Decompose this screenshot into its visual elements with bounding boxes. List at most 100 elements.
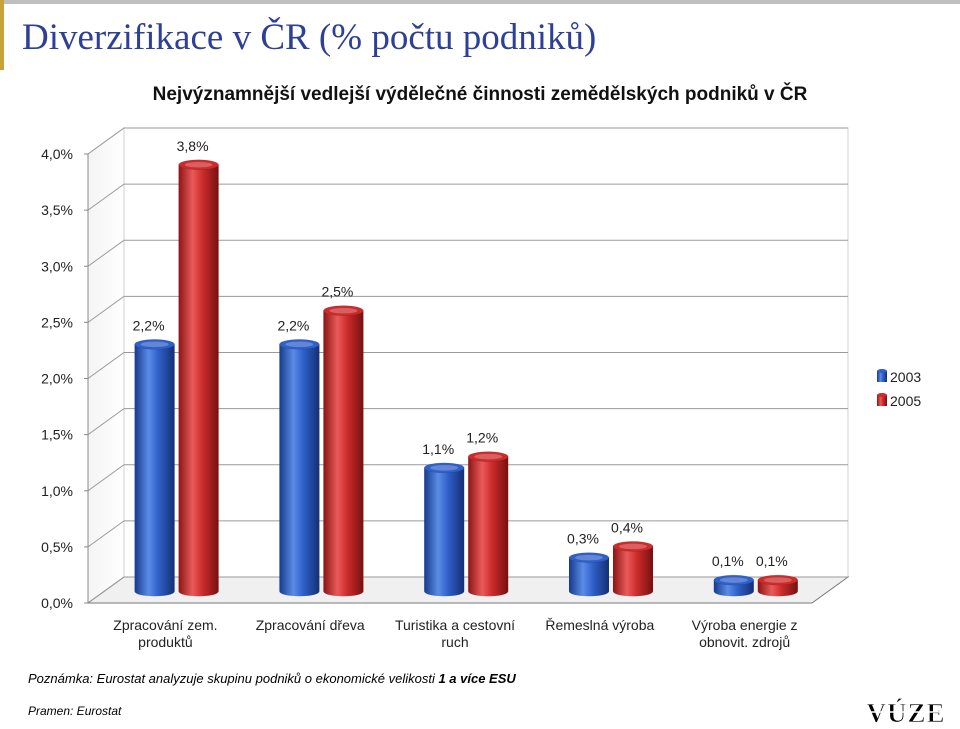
source-note: Pramen: Eurostat [28, 704, 122, 718]
bar-body [323, 310, 364, 597]
bar-body [468, 456, 509, 597]
bar-top [612, 541, 654, 552]
bar [568, 552, 610, 597]
bar-top-highlight [619, 543, 647, 550]
data-label: 1,2% [466, 430, 498, 446]
data-label: 0,1% [756, 553, 788, 569]
data-labels: 2,2% 2,2% 1,1% 0,3% 0,1% 3,8% 2,5% 1,2% 0,4% 0,1% [133, 138, 788, 569]
bar [612, 541, 654, 597]
bar [134, 339, 175, 597]
bar [467, 451, 509, 597]
category-label: Výroba energie z obnovit. zdrojů [692, 617, 798, 650]
data-label: 0,3% [567, 531, 599, 547]
legend-label: 2005 [890, 393, 921, 409]
slide-title: Diverzifikace v ČR (% počtu podniků) [22, 17, 597, 58]
bar-body [569, 557, 609, 597]
y-tick-label: 2,0% [41, 371, 73, 387]
bar-top-highlight [575, 554, 603, 561]
bar [279, 339, 320, 597]
category-label-line: Řemeslná výroba [545, 617, 654, 633]
bar-body [279, 344, 320, 597]
y-tick-label: 3,0% [41, 258, 73, 274]
gridline [87, 127, 848, 155]
bar [178, 159, 219, 597]
bar-top-highlight [719, 577, 748, 583]
y-tick-label: 1,0% [41, 483, 73, 499]
gridline [87, 464, 848, 492]
gridline [87, 520, 848, 548]
bar-body [424, 467, 465, 597]
bar [323, 305, 364, 597]
category-label-line: produktů [138, 634, 192, 650]
top-divider [0, 0, 960, 4]
legend-swatch-top [877, 369, 887, 373]
gridlines [87, 127, 848, 604]
vuze-logo: VÚZE [862, 698, 950, 726]
gridline [87, 295, 848, 323]
chart-title: Nejvýznamnější vedlejší výdělečné činnos… [152, 84, 808, 105]
category-label-line: Zpracování zem. [113, 617, 217, 633]
bar-top-highlight [474, 453, 503, 460]
bars [134, 159, 799, 597]
data-label: 2,5% [321, 284, 353, 300]
category-label-line: ruch [441, 634, 468, 650]
gridline [87, 352, 848, 379]
y-tick-label: 2,5% [41, 314, 73, 330]
bar-top-highlight [763, 577, 792, 583]
y-tick-label: 4,0% [41, 146, 73, 162]
bar-top [279, 339, 320, 350]
bar-top-highlight [140, 341, 169, 348]
bar-top [713, 574, 755, 586]
y-axis: 0,0% 0,5% 1,0% 1,5% 2,0% 2,5% 3,0% 3,5% 4,0% [41, 146, 89, 611]
data-label: 2,2% [277, 317, 309, 333]
category-label: Řemeslná výroba [545, 617, 654, 633]
bar-top [323, 305, 364, 316]
gridline [87, 408, 848, 436]
footnote-emphasis: 1 a více ESU [438, 671, 516, 686]
category-label-line: Výroba energie z [692, 617, 798, 633]
legend-swatch [877, 371, 887, 382]
legend-swatch-top [877, 393, 887, 397]
bar-top-highlight [285, 341, 314, 348]
y-tick-label: 0,0% [41, 595, 73, 611]
footnote-text: Poznámka: Eurostat analyzuje skupinu pod… [28, 671, 439, 686]
bar-top-highlight [430, 465, 459, 471]
bar [757, 574, 799, 597]
bar-top-highlight [329, 307, 358, 314]
bar [423, 462, 465, 597]
data-label: 0,4% [611, 519, 643, 535]
bar-top-highlight [184, 162, 213, 168]
bar-top [178, 159, 219, 170]
bar-top [467, 451, 509, 462]
bar-top [568, 552, 610, 563]
category-label: Turistika a cestovní ruch [395, 617, 515, 650]
bar-top [423, 462, 465, 474]
data-label: 2,2% [133, 317, 165, 333]
gridline [87, 239, 848, 267]
category-label: Zpracování dřeva [256, 617, 365, 633]
y-tick-label: 3,5% [41, 202, 73, 218]
x-axis: Zpracování zem. produktů Zpracování dřeva T… [113, 617, 797, 650]
category-label-line: obnovit. zdrojů [699, 634, 790, 650]
legend-label: 2003 [890, 369, 921, 385]
bar-body [613, 546, 653, 597]
data-label: 0,1% [712, 553, 744, 569]
bar-body [178, 164, 219, 597]
footnote: Poznámka: Eurostat analyzuje skupinu pod… [28, 671, 516, 686]
data-label: 3,8% [177, 138, 209, 154]
y-tick-label: 1,5% [41, 427, 73, 443]
y-tick-label: 0,5% [41, 539, 73, 555]
bar [713, 574, 755, 597]
title-accent-bar [0, 0, 4, 70]
legend: 2003 2005 [877, 369, 921, 409]
legend-swatch [877, 395, 887, 406]
bar-top [134, 339, 175, 350]
bar-top [757, 574, 799, 586]
bar-body [134, 344, 175, 597]
category-label-line: Zpracování dřeva [256, 617, 365, 633]
gridline [87, 183, 848, 211]
category-label: Zpracování zem. produktů [113, 617, 217, 650]
category-label-line: Turistika a cestovní [395, 617, 515, 633]
data-label: 1,1% [422, 441, 454, 457]
